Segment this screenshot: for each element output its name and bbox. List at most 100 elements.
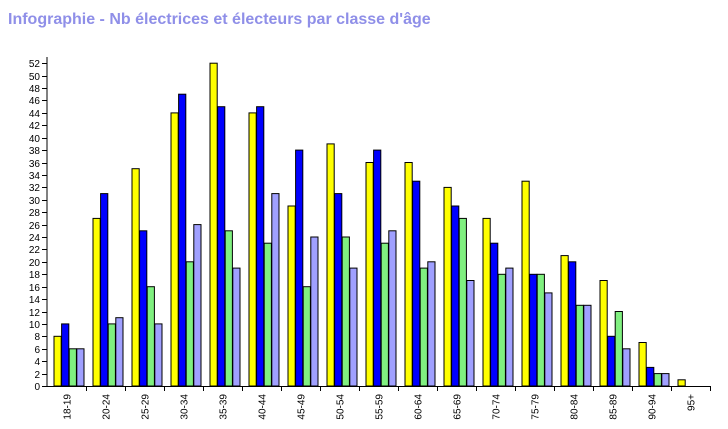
x-tick-label: 40-44 <box>258 394 269 420</box>
y-tick-label: 10 <box>29 320 41 331</box>
bar <box>443 186 452 387</box>
bar <box>536 273 545 387</box>
bar <box>373 149 382 387</box>
bar <box>661 373 670 387</box>
bar <box>131 168 140 387</box>
x-tick-label: 55-59 <box>375 394 386 420</box>
x-tick-label: 18-19 <box>63 394 74 420</box>
bar <box>653 373 662 387</box>
bar <box>248 112 257 387</box>
y-tick-label: 4 <box>34 357 40 368</box>
bar <box>505 267 514 387</box>
bar <box>193 224 202 387</box>
bar <box>677 379 686 387</box>
bar <box>68 348 77 387</box>
x-tick-label: 70-74 <box>492 394 503 420</box>
bar <box>310 236 319 387</box>
bar <box>100 193 109 387</box>
y-tick-label: 26 <box>29 221 41 232</box>
bar <box>583 304 592 387</box>
chart-title: Infographie - Nb électrices et électeurs… <box>8 11 431 28</box>
bar <box>287 205 296 387</box>
y-tick-label: 20 <box>29 258 41 269</box>
bar <box>256 106 265 387</box>
bar <box>404 162 413 387</box>
bar <box>107 323 116 387</box>
y-tick-label: 46 <box>29 96 41 107</box>
bar <box>575 304 584 387</box>
y-tick-label: 28 <box>29 208 41 219</box>
bar <box>217 106 226 387</box>
bar <box>302 286 311 387</box>
bar <box>154 323 163 387</box>
bar <box>76 348 85 387</box>
y-tick-label: 50 <box>29 72 41 83</box>
bar <box>521 180 530 387</box>
x-tick-label: 85-89 <box>609 394 620 420</box>
x-tick-label: 20-24 <box>102 394 113 420</box>
y-tick-label: 6 <box>34 345 40 356</box>
bar <box>263 242 272 387</box>
bar <box>388 230 397 387</box>
y-tick-label: 48 <box>29 84 41 95</box>
y-tick-label: 18 <box>29 270 41 281</box>
bar <box>232 267 241 387</box>
bar <box>178 93 187 387</box>
bar <box>482 217 491 387</box>
bar <box>638 342 647 387</box>
bar <box>61 323 70 387</box>
y-tick-label: 34 <box>29 171 41 182</box>
y-tick-label: 2 <box>34 370 40 381</box>
x-tick-label: 75-79 <box>531 394 542 420</box>
bar <box>341 236 350 387</box>
bar <box>490 242 499 387</box>
bar <box>544 292 553 387</box>
bar <box>599 280 608 387</box>
bar <box>365 162 374 387</box>
bar <box>560 255 569 387</box>
y-tick-label: 36 <box>29 159 41 170</box>
x-tick-label: 95+ <box>687 394 698 411</box>
bar <box>451 205 460 387</box>
bar <box>170 112 179 387</box>
bar <box>466 280 475 387</box>
bar <box>209 62 218 387</box>
x-tick-label: 50-54 <box>336 394 347 420</box>
bar <box>146 286 155 387</box>
bar <box>458 217 467 387</box>
bar <box>497 273 506 387</box>
x-tick-label: 90-94 <box>648 394 659 420</box>
x-tick-label: 25-29 <box>141 394 152 420</box>
x-tick-label: 80-84 <box>570 394 581 420</box>
bar <box>646 366 655 387</box>
x-tick-label: 35-39 <box>219 394 230 420</box>
y-tick-label: 30 <box>29 196 41 207</box>
bar <box>614 311 623 387</box>
x-tick-label: 30-34 <box>180 394 191 420</box>
y-tick-label: 0 <box>34 382 40 393</box>
x-tick-label: 65-69 <box>453 394 464 420</box>
y-tick-label: 32 <box>29 183 41 194</box>
bar <box>568 261 577 387</box>
y-tick-label: 24 <box>29 233 41 244</box>
bar <box>53 335 62 387</box>
y-tick-label: 22 <box>29 245 41 256</box>
y-tick-label: 42 <box>29 121 41 132</box>
bar <box>607 335 616 387</box>
y-tick-label: 44 <box>29 109 41 120</box>
bar <box>349 267 358 387</box>
bar <box>427 261 436 387</box>
bar <box>334 193 343 387</box>
bar <box>224 230 233 387</box>
bar <box>271 193 280 387</box>
y-tick-label: 52 <box>29 59 41 70</box>
y-tick-label: 8 <box>34 332 40 343</box>
bar <box>380 242 389 387</box>
y-tick-label: 38 <box>29 146 41 157</box>
bar <box>92 217 101 387</box>
bar <box>185 261 194 387</box>
y-tick-label: 16 <box>29 283 41 294</box>
bar <box>419 267 428 387</box>
bar <box>326 143 335 387</box>
